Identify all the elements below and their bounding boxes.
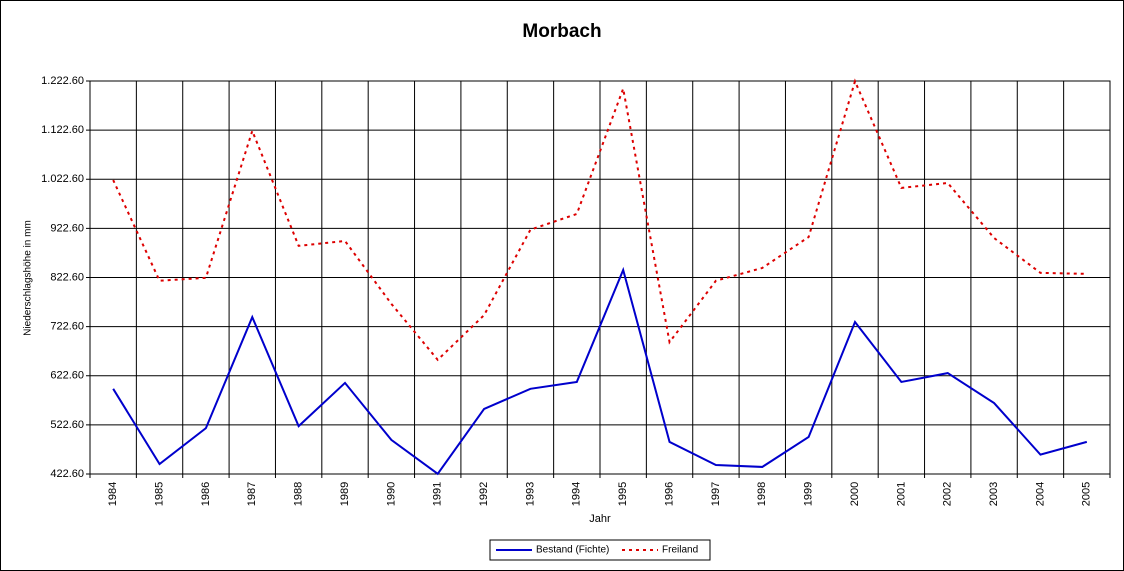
y-tick-label: 922.60 <box>50 222 84 234</box>
x-tick-label: 1988 <box>293 482 305 506</box>
x-tick-label: 2003 <box>988 482 1000 506</box>
y-tick-label: 1.222.60 <box>41 75 84 87</box>
chart-title: Morbach <box>522 21 601 42</box>
x-tick-label: 1996 <box>663 482 675 506</box>
y-tick-label: 422.60 <box>50 468 84 480</box>
x-tick-label: 1992 <box>478 482 490 506</box>
x-tick-label: 1994 <box>571 482 583 506</box>
y-tick-label: 1.122.60 <box>41 124 84 136</box>
y-tick-label: 622.60 <box>50 370 84 382</box>
x-tick-label: 1989 <box>339 482 351 506</box>
y-axis-title: Niederschlagshöhe in mm <box>23 220 34 336</box>
y-tick-label: 822.60 <box>50 271 84 283</box>
x-tick-label: 1998 <box>756 482 768 506</box>
x-tick-label: 2004 <box>1034 482 1046 506</box>
x-tick-label: 1997 <box>710 482 722 506</box>
x-tick-label: 1995 <box>617 482 629 506</box>
x-tick-label: 1986 <box>200 482 212 506</box>
x-tick-label: 2000 <box>849 482 861 506</box>
x-tick-label: 2002 <box>942 482 954 506</box>
x-tick-label: 2001 <box>895 482 907 506</box>
y-tick-label: 522.60 <box>50 419 84 431</box>
x-tick-label: 1999 <box>803 482 815 506</box>
x-tick-label: 1990 <box>385 482 397 506</box>
legend-label: Bestand (Fichte) <box>536 545 609 556</box>
x-tick-label: 1985 <box>153 482 165 506</box>
x-tick-label: 1987 <box>246 482 258 506</box>
legend-box <box>489 539 711 561</box>
x-tick-label: 1984 <box>107 482 119 506</box>
x-axis-title: Jahr <box>589 513 611 525</box>
y-tick-label: 1.022.60 <box>41 173 84 185</box>
x-tick-label: 1991 <box>432 482 444 506</box>
line-series <box>112 78 1087 362</box>
y-tick-label: 722.60 <box>50 321 84 333</box>
x-tick-label: 2005 <box>1081 482 1093 506</box>
line-series <box>112 266 1088 476</box>
x-tick-label: 1993 <box>524 482 536 506</box>
legend-label: Freiland <box>662 545 698 556</box>
